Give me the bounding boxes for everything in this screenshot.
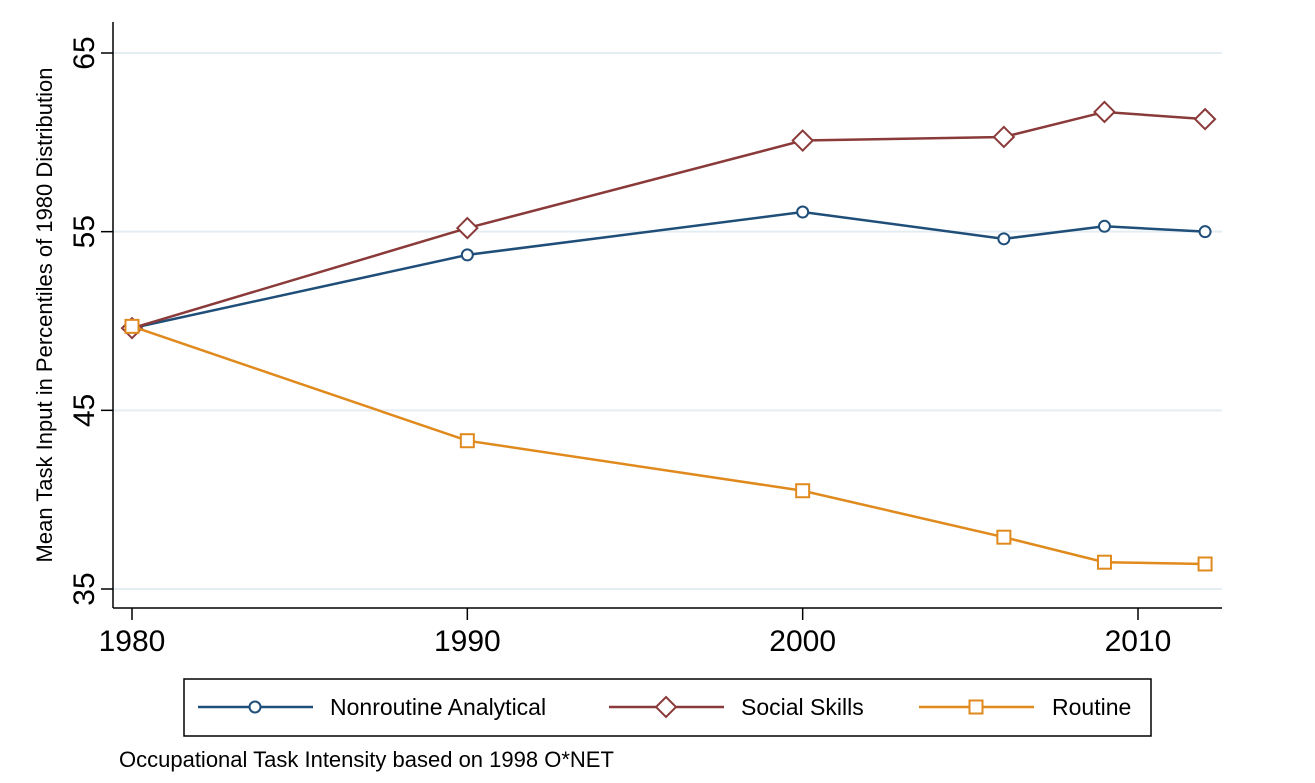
x-axis-ticks: 1980 1990 2000 2010 — [99, 608, 1172, 658]
data-point-routine — [459, 433, 475, 449]
legend-marker — [248, 700, 262, 714]
y-tick-label: 35 — [68, 572, 101, 605]
series-line-routine — [131, 325, 1206, 566]
data-point-routine — [795, 483, 811, 499]
x-tick-label: 1990 — [434, 625, 501, 658]
y-axis-ticks: 35 45 55 65 — [68, 36, 113, 606]
series-line-social-skills — [131, 110, 1206, 330]
series-routine — [124, 318, 1213, 572]
data-point-nonroutine-analytical — [997, 232, 1011, 246]
data-point-nonroutine-analytical — [796, 205, 810, 219]
y-tick-label: 65 — [68, 36, 101, 69]
legend-item-nonroutine-analytical: Nonroutine Analytical — [198, 694, 546, 720]
legend-label: Social Skills — [741, 694, 864, 720]
data-point-nonroutine-analytical — [1198, 225, 1212, 239]
series-line-nonroutine-analytical — [131, 210, 1206, 330]
x-tick-label: 2010 — [1105, 625, 1172, 658]
legend-item-routine: Routine — [919, 694, 1131, 720]
legend-marker — [968, 699, 984, 715]
x-tick-label: 2000 — [769, 625, 836, 658]
data-point-social-skills — [992, 125, 1016, 149]
series-social-skills — [120, 100, 1217, 340]
data-point-social-skills — [1093, 100, 1116, 124]
legend: Nonroutine Analytical Social Skills Routin… — [183, 678, 1152, 737]
data-point-routine — [996, 529, 1012, 545]
legend-marker — [654, 695, 678, 719]
data-point-routine — [1096, 554, 1112, 570]
chart-note: Occupational Task Intensity based on 199… — [119, 747, 614, 772]
y-axis-label: Mean Task Input in Percentiles of 1980 D… — [32, 68, 57, 563]
legend-label: Nonroutine Analytical — [330, 694, 546, 720]
grid-lines — [113, 52, 1222, 590]
data-point-routine — [124, 318, 140, 334]
data-point-social-skills — [791, 129, 815, 152]
data-point-nonroutine-analytical — [1097, 219, 1111, 233]
data-point-social-skills — [455, 216, 479, 240]
x-tick-label: 1980 — [99, 625, 166, 658]
legend-label: Routine — [1052, 694, 1131, 720]
data-point-routine — [1197, 556, 1213, 572]
y-tick-label: 55 — [68, 215, 101, 248]
data-point-social-skills — [1193, 107, 1217, 131]
plot-series — [120, 100, 1217, 572]
data-point-nonroutine-analytical — [460, 248, 474, 262]
y-tick-label: 45 — [68, 394, 101, 427]
legend-item-social-skills: Social Skills — [609, 694, 864, 720]
series-nonroutine-analytical — [125, 205, 1212, 335]
